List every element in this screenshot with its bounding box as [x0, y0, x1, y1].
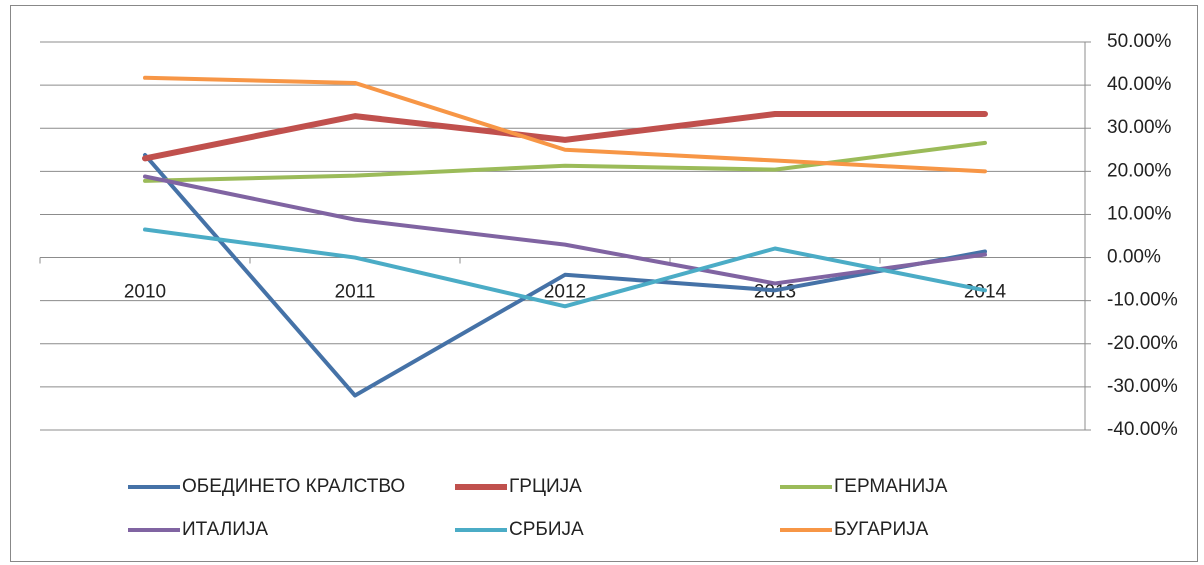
x-tick-label: 2010	[124, 282, 166, 303]
y-tick-label: -10.00%	[1107, 290, 1178, 311]
y-tick-label: -40.00%	[1107, 419, 1178, 440]
y-tick-label: -30.00%	[1107, 376, 1178, 397]
x-tick-label: 2011	[335, 282, 376, 303]
legend-label: ОБЕДИНЕТО КРАЛСТВО	[182, 476, 405, 497]
legend-label: ИТАЛИЈА	[182, 519, 268, 540]
legend-label: ГРЦИЈА	[509, 476, 582, 497]
series-line	[143, 75, 987, 174]
chart-border	[10, 5, 1198, 562]
y-tick-label: 30.00%	[1107, 117, 1172, 138]
series-line	[143, 174, 987, 286]
legend-label: СРБИЈА	[509, 519, 584, 540]
series-line	[142, 110, 988, 162]
y-tick-label: 10.00%	[1107, 203, 1172, 224]
series-line	[143, 227, 987, 309]
series-line	[143, 140, 987, 183]
y-tick-label: 50.00%	[1107, 31, 1172, 52]
y-tick-label: 0.00%	[1107, 247, 1161, 268]
x-tick-label: 2012	[544, 282, 586, 303]
legend-label: БУГАРИЈА	[834, 519, 929, 540]
y-tick-label: 20.00%	[1107, 160, 1172, 181]
legend-label: ГЕРМАНИЈА	[834, 476, 948, 497]
y-tick-label: 40.00%	[1107, 74, 1172, 95]
series-line	[143, 152, 987, 398]
y-tick-label: -20.00%	[1107, 333, 1178, 354]
